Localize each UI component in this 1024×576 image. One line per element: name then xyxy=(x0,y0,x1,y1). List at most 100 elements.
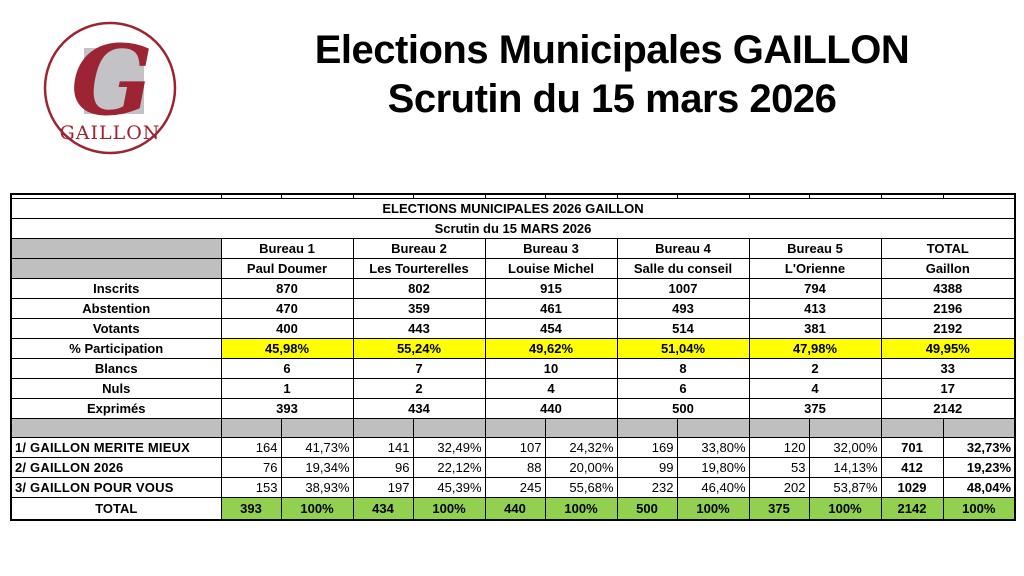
stat-value-cell: 2192 xyxy=(880,318,1016,339)
spacer-cell xyxy=(412,418,486,438)
candidate-label-cell: 2/ GAILLON 2026 xyxy=(10,457,222,478)
corner-cell xyxy=(10,238,222,259)
spacer-cell xyxy=(616,418,678,438)
stat-row-exprim-s: Exprimés 393 434 440 500 375 2142 xyxy=(10,398,1016,419)
stat-label-cell: Nuls xyxy=(10,378,222,399)
stat-value-cell: 470 xyxy=(220,298,354,319)
gaillon-logo-graphic: G GAILLON xyxy=(43,21,177,155)
grand-total-pct-cell: 100% xyxy=(280,497,354,521)
stat-value-cell: 915 xyxy=(484,278,618,299)
stat-value-cell: 802 xyxy=(352,278,486,299)
table-title-row: ELECTIONS MUNICIPALES 2026 GAILLON xyxy=(10,198,1016,219)
stat-value-cell: 55,24% xyxy=(352,338,486,359)
gaillon-logo: G GAILLON xyxy=(40,18,180,158)
candidate-votes-cell: 76 xyxy=(220,457,282,478)
candidate-total-votes-cell: 1029 xyxy=(880,477,944,498)
stat-value-cell: 4388 xyxy=(880,278,1016,299)
stat-value-cell: 454 xyxy=(484,318,618,339)
stat-value-cell: 393 xyxy=(220,398,354,419)
grand-total-votes-cell: 434 xyxy=(352,497,414,521)
candidate-votes-cell: 153 xyxy=(220,477,282,498)
stat-value-cell: 493 xyxy=(616,298,750,319)
grand-total-votes-cell: 375 xyxy=(748,497,810,521)
spacer-cell xyxy=(10,418,222,438)
bureau-header-cell: Bureau 3 xyxy=(484,238,618,259)
table-subtitle-row: Scrutin du 15 MARS 2026 xyxy=(10,218,1016,239)
results-table-container: ELECTIONS MUNICIPALES 2026 GAILLON Scruti… xyxy=(10,193,1016,521)
stat-value-cell: 45,98% xyxy=(220,338,354,359)
stat-value-cell: 51,04% xyxy=(616,338,750,359)
stat-value-cell: 375 xyxy=(748,398,882,419)
stat-row-abstention: Abstention 470 359 461 493 413 2196 xyxy=(10,298,1016,319)
candidate-pct-cell: 32,49% xyxy=(412,437,486,458)
stat-value-cell: 500 xyxy=(616,398,750,419)
stat-value-cell: 6 xyxy=(220,358,354,379)
stat-value-cell: 2 xyxy=(352,378,486,399)
logo-square xyxy=(84,48,144,114)
spacer-row xyxy=(10,418,1016,438)
bureau-name-cell: L'Orienne xyxy=(748,258,882,279)
stat-row--participation: % Participation 45,98% 55,24% 49,62% 51,04% 4… xyxy=(10,338,1016,359)
spacer-cell xyxy=(544,418,618,438)
candidate-total-votes-cell: 701 xyxy=(880,437,944,458)
stat-value-cell: 17 xyxy=(880,378,1016,399)
stat-label-cell: Votants xyxy=(10,318,222,339)
bureau-header-row: Bureau 1 Bureau 2 Bureau 3 Bureau 4 Bureau 5… xyxy=(10,238,1016,259)
bureau-name-cell: Louise Michel xyxy=(484,258,618,279)
logo-letter: G xyxy=(71,24,153,137)
bureau-header-cell: Bureau 5 xyxy=(748,238,882,259)
table-title-cell: ELECTIONS MUNICIPALES 2026 GAILLON xyxy=(10,198,1016,219)
stat-label-cell: Exprimés xyxy=(10,398,222,419)
candidate-label-cell: 1/ GAILLON MERITE MIEUX xyxy=(10,437,222,458)
candidate-pct-cell: 41,73% xyxy=(280,437,354,458)
candidate-votes-cell: 88 xyxy=(484,457,546,478)
stat-value-cell: 514 xyxy=(616,318,750,339)
stat-value-cell: 1007 xyxy=(616,278,750,299)
clipped-top-row xyxy=(10,194,1016,199)
stat-value-cell: 400 xyxy=(220,318,354,339)
grand-total-votes-cell: 500 xyxy=(616,497,678,521)
candidate-votes-cell: 197 xyxy=(352,477,414,498)
candidate-pct-cell: 19,34% xyxy=(280,457,354,478)
logo-wordmark: GAILLON xyxy=(60,122,161,144)
grand-total-total-pct-cell: 100% xyxy=(942,497,1016,521)
stat-value-cell: 2196 xyxy=(880,298,1016,319)
candidate-pct-cell: 38,93% xyxy=(280,477,354,498)
candidate-votes-cell: 202 xyxy=(748,477,810,498)
grand-total-pct-cell: 100% xyxy=(676,497,750,521)
candidate-votes-cell: 53 xyxy=(748,457,810,478)
results-table: ELECTIONS MUNICIPALES 2026 GAILLON Scruti… xyxy=(10,193,1016,521)
bureau-header-cell: Bureau 2 xyxy=(352,238,486,259)
stat-value-cell: 413 xyxy=(748,298,882,319)
stat-value-cell: 381 xyxy=(748,318,882,339)
candidate-votes-cell: 232 xyxy=(616,477,678,498)
candidate-total-pct-cell: 32,73% xyxy=(942,437,1016,458)
corner-cell xyxy=(10,258,222,279)
stat-value-cell: 4 xyxy=(748,378,882,399)
stat-value-cell: 8 xyxy=(616,358,750,379)
results-table-body: ELECTIONS MUNICIPALES 2026 GAILLON Scruti… xyxy=(10,194,1016,521)
candidate-votes-cell: 164 xyxy=(220,437,282,458)
stat-value-cell: 2142 xyxy=(880,398,1016,419)
spacer-cell xyxy=(942,418,1016,438)
spacer-cell xyxy=(280,418,354,438)
stat-row-inscrits: Inscrits 870 802 915 1007 794 4388 xyxy=(10,278,1016,299)
bureau-name-cell: Les Tourterelles xyxy=(352,258,486,279)
candidate-votes-cell: 96 xyxy=(352,457,414,478)
candidate-pct-cell: 20,00% xyxy=(544,457,618,478)
spacer-cell xyxy=(676,418,750,438)
candidate-pct-cell: 53,87% xyxy=(808,477,882,498)
candidate-pct-cell: 45,39% xyxy=(412,477,486,498)
candidate-votes-cell: 99 xyxy=(616,457,678,478)
candidate-pct-cell: 22,12% xyxy=(412,457,486,478)
bureau-name-cell: Paul Doumer xyxy=(220,258,354,279)
grand-total-pct-cell: 100% xyxy=(808,497,882,521)
bureau-header-cell: Bureau 1 xyxy=(220,238,354,259)
candidate-row-2: 2/ GAILLON 2026 76 19,34% 96 22,12% 88 20,00% 9… xyxy=(10,457,1016,478)
candidate-total-pct-cell: 48,04% xyxy=(942,477,1016,498)
stat-label-cell: Blancs xyxy=(10,358,222,379)
table-subtitle-cell: Scrutin du 15 MARS 2026 xyxy=(10,218,1016,239)
stat-label-cell: Inscrits xyxy=(10,278,222,299)
stat-value-cell: 794 xyxy=(748,278,882,299)
spacer-cell xyxy=(484,418,546,438)
